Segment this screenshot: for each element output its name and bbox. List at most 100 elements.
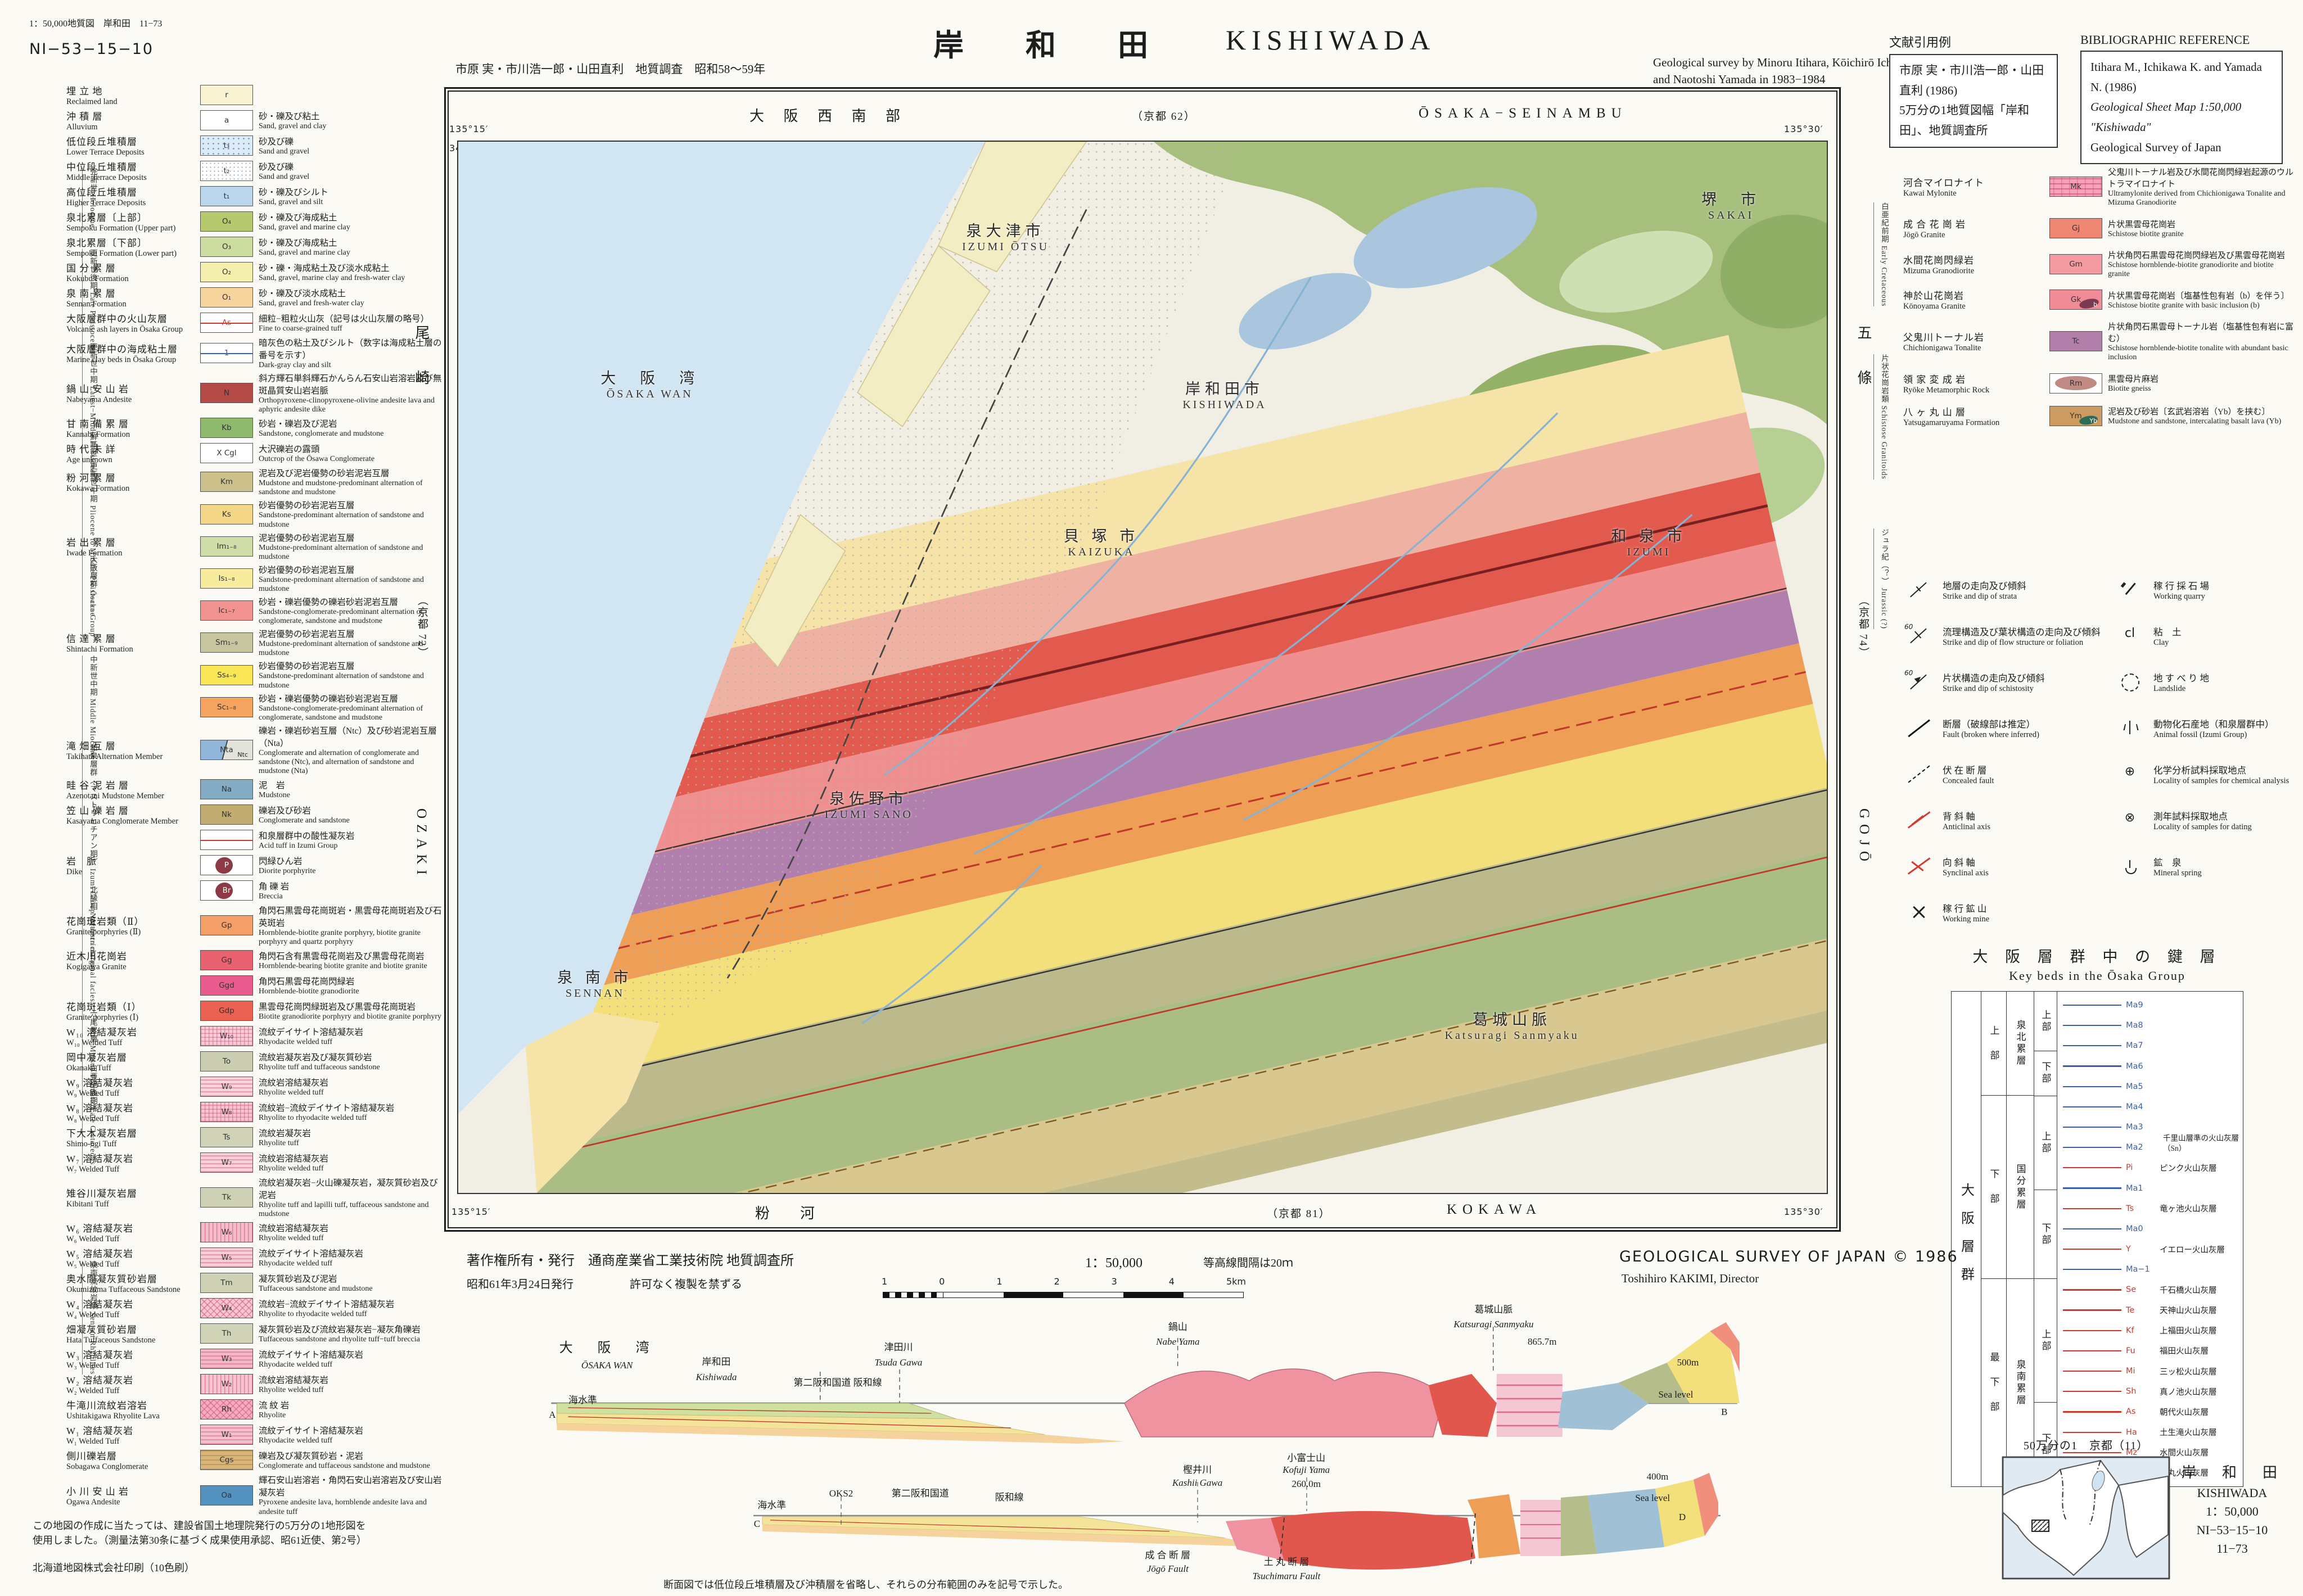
legend-row: W₁ 溶結凝灰岩 W₁ Welded Tuff W₁ 流紋デイサイト溶結凝灰岩 …	[66, 1423, 444, 1446]
key-beds-divisions: 上 部下 部最 下 部	[1981, 992, 2007, 1486]
unit-name-en: Kokawa Formation	[66, 484, 130, 494]
copy-notice: 許可なく複製を禁ずる	[630, 1278, 742, 1291]
unit-name-jp: 岩 脈	[66, 856, 97, 867]
key-bed-line	[2063, 1167, 2121, 1169]
section-label: 津田川	[884, 1342, 913, 1353]
section-label: 海水準	[568, 1395, 597, 1405]
legend-row: Ggd 角閃石黒雲母花崗閃緑岩 Hornblende-biotite grano…	[66, 974, 444, 997]
key-bed-name: 福田火山灰層	[2160, 1347, 2209, 1357]
unit-name-en: Kasayama Conglomerate Member	[66, 817, 178, 826]
scalebar-tick-label: 3	[1111, 1276, 1117, 1287]
legend-swatch: Th	[200, 1323, 253, 1344]
unit-name-en: W₉ Welded Tuff	[66, 1089, 120, 1098]
section-label: B	[1721, 1407, 1728, 1417]
unit-desc-jp: 凝灰質砂岩及び泥岩	[259, 1274, 337, 1285]
unit-desc-jp: 和泉層群中の酸性凝灰岩	[259, 831, 355, 842]
unit-desc-en: Hornblende-bearing biotite granite and b…	[259, 962, 427, 971]
era-label: 大阪層群 Ōsaka Group	[82, 555, 98, 637]
map-frame: 大 阪 西 南 部 （京都 62） ŌSAKA−SEINAMBU 135°15′…	[413, 87, 1872, 1232]
unit-desc-jp: 輝石安山岩溶岩・角閃石安山岩溶岩及び安山岩凝灰岩	[259, 1476, 442, 1498]
key-bed-line	[2063, 1045, 2121, 1047]
section-label: Kofuji Yama	[1283, 1464, 1330, 1475]
era-label: 更新世中期 Latest−Middle Pleistocene	[82, 343, 98, 482]
legend-row: 国 分 累 層 Kokubu Formation O₂ 砂・礫・海成粘土及び淡水…	[66, 260, 444, 284]
section-label: Sea level	[1635, 1493, 1670, 1503]
legend-row: 花崗斑岩類（Ⅰ） Granite porphyries (Ⅰ) Gdp 黒雲母花…	[66, 999, 444, 1023]
key-bed-name: 水間火山灰層	[2160, 1449, 2209, 1458]
unit-desc-jp: 礫岩・礫岩砂岩互層（Ntc）及び砂岩泥岩互層（Nta）	[259, 726, 437, 748]
legend-swatch: To	[200, 1051, 253, 1072]
unit-desc-jp: 流 紋 岩	[259, 1401, 290, 1411]
unit-name-en: Okanaka Tuff	[66, 1064, 111, 1073]
unit-desc-en: Dark-gray clay and silt	[259, 361, 331, 369]
unit-desc-jp: 砂・礫・海成粘土及び淡水成粘土	[259, 263, 390, 273]
unit-desc-jp: 砂・礫及び粘土	[259, 111, 320, 121]
key-bed-code: As	[2126, 1407, 2136, 1417]
key-beds-title-jp: 大 阪 層 群 中 の 鍵 層	[1972, 948, 2222, 965]
place-label: 葛城山脈 Katsuragi Sanmyaku	[1444, 1011, 1579, 1042]
legend-swatch: Gk b	[2049, 290, 2102, 310]
key-bed-code: Fu	[2126, 1346, 2135, 1355]
unit-desc-jp: 片状角閃石黒雲母トーナル岩（塩基性包有岩に富む）	[2108, 323, 2294, 344]
section-label: 260.0m	[1292, 1478, 1321, 1489]
cross-section-cd: 海水準 C OKS2 第二阪和国道 阪和線 樫井川 Kashii Gawa 小富士山 Kofuj…	[742, 1453, 1732, 1581]
key-bed-row: Ma9	[2063, 1000, 2239, 1011]
copyright-icon: ©	[1893, 1248, 1909, 1265]
scalebar-tick-label: 1	[996, 1276, 1003, 1287]
legend-swatch: Mk	[2049, 177, 2102, 197]
index-map-title: 50万分の1 京都（11）	[2023, 1440, 2149, 1452]
unit-name-en: Granite porphyries (Ⅰ)	[66, 1013, 139, 1023]
key-bed-name: 天神山火山灰層	[2160, 1306, 2217, 1316]
legend-swatch: Nta Ntc	[200, 739, 253, 760]
map-symbol-icon	[1903, 807, 1935, 833]
key-bed-code: Ma−1	[2126, 1265, 2150, 1274]
unit-desc-en: Sandstone, conglomerate and mudstone	[259, 429, 384, 438]
legend-row: 岡中凝灰岩層 Okanaka Tuff To 流紋岩凝灰岩及び凝灰質砂岩 Rhy…	[66, 1050, 444, 1073]
unit-name-en: Yatsugamaruyama Formation	[1903, 418, 2000, 427]
unit-name-jp: 中位段丘堆積層	[66, 162, 137, 173]
unit-desc-jp: 砂岩優勢の砂岩泥岩互層	[259, 662, 355, 672]
unit-name-en: W₇ Welded Tuff	[66, 1165, 120, 1174]
legend-swatch: W₁	[200, 1425, 253, 1445]
legend-swatch: Is₁₋₈	[200, 568, 253, 589]
unit-name-jp: 信 達 累 層	[66, 634, 116, 645]
legend-row: 小 川 安 山 岩 Ogawa Andesite Oa 輝石安山岩溶岩・角閃石安…	[66, 1473, 444, 1516]
section-label: 成 合 断 層	[1145, 1549, 1191, 1561]
key-bed-code: Sh	[2126, 1387, 2137, 1396]
unit-name-jp: W₈ 溶結凝灰岩	[66, 1103, 134, 1114]
legend-swatch: W₉	[200, 1077, 253, 1097]
symbol-row: 背 斜 軸 Anticlinal axis	[1903, 798, 2106, 842]
legend-swatch: W₁₀	[200, 1026, 253, 1047]
key-bed-line	[2063, 1248, 2121, 1250]
unit-desc-en: Diorite porphyrite	[259, 867, 316, 876]
key-bed-line	[2063, 1330, 2121, 1331]
era-label: 更新世後期 Late Pleistocene	[82, 249, 98, 351]
unit-desc-en: Sand, gravel and silt	[259, 197, 323, 206]
key-bed-row: Mi 三ッ松火山灰層	[2063, 1366, 2239, 1377]
key-bed-code: Te	[2126, 1305, 2135, 1315]
edge-right-ref: （京都 74）	[1857, 595, 1869, 659]
unit-desc-en: Sandstone-predominant alternation of san…	[259, 511, 424, 529]
unit-desc-jp: 流紋岩溶結凝灰岩	[259, 1078, 329, 1088]
legend-swatch: Km	[200, 472, 253, 492]
unit-name-jp: W₇ 溶結凝灰岩	[66, 1154, 134, 1165]
legend-row: Ic₁₋₇ 砂岩・礫岩優勢の礫岩砂岩泥岩互層 Sandstone-conglom…	[66, 595, 444, 626]
key-bed-name: 上福田火山灰層	[2160, 1327, 2217, 1336]
legend-row: 河合マイロナイト Kawai Mylonite Mk 父鬼川トーナル岩及び水間花…	[1903, 166, 2297, 207]
unit-name-jp: 泉北累層〔下部〕	[66, 238, 147, 248]
key-bed-name: 土丸火山灰層	[2160, 1469, 2209, 1479]
unit-desc-en: Tuffaceous sandstone and mudstone	[259, 1285, 373, 1294]
unit-name-jp: 花崗斑岩類（Ⅱ）	[66, 916, 144, 928]
unit-name-en: Sobagawa Conglomerate	[66, 1462, 148, 1472]
key-bed-row: Ha 土生滝火山灰層	[2063, 1427, 2239, 1438]
scalebar-tick-label: 0	[939, 1276, 945, 1287]
key-bed-line	[2063, 1350, 2121, 1352]
unit-name-en: Chichionigawa Tonalite	[1903, 343, 1981, 353]
unit-name-en: Shintachi Formation	[66, 645, 133, 654]
symbol-row: 稼 行 採 石 場 Working quarry	[2114, 568, 2300, 612]
key-bed-row: Ma8	[2063, 1020, 2239, 1031]
key-bed-line	[2063, 1106, 2121, 1107]
unit-name-en: Reclaimed land	[66, 97, 118, 106]
key-bed-line	[2063, 1309, 2121, 1311]
legend-swatch: r	[200, 85, 253, 105]
